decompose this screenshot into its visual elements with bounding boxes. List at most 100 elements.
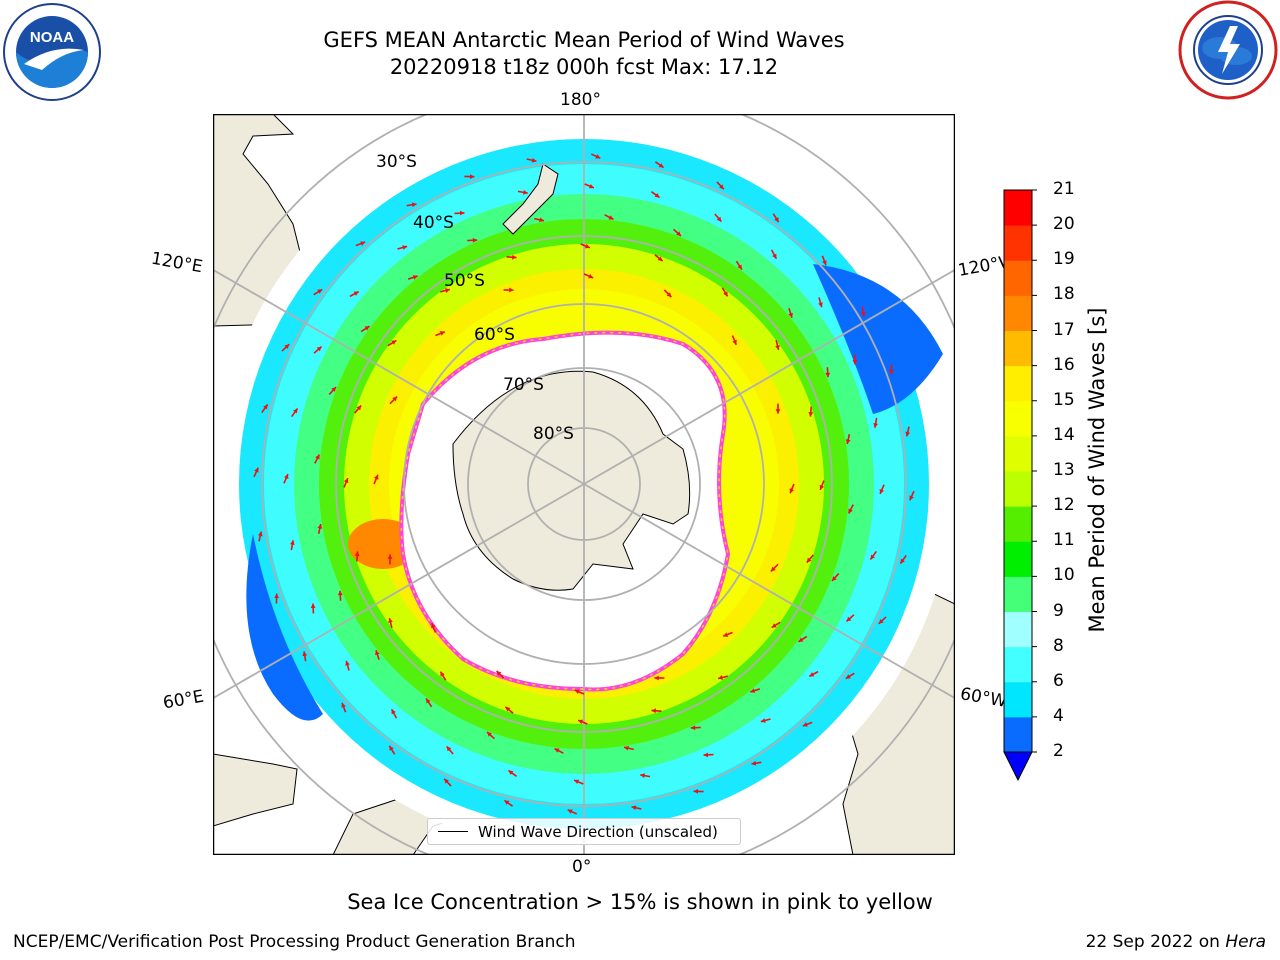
wave-direction-arrowhead: [444, 778, 449, 784]
legend-label: Wind Wave Direction (unscaled): [478, 823, 718, 841]
wave-direction-arrowhead: [658, 163, 664, 168]
footer-credit: NCEP/EMC/Verification Post Processing Pr…: [13, 932, 576, 952]
map-legend: Wind Wave Direction (unscaled): [427, 818, 741, 845]
wave-direction-arrowhead: [302, 651, 308, 657]
wave-direction-arrowhead: [723, 632, 729, 637]
wave-direction-arrowhead: [364, 326, 370, 331]
wave-direction-arrowhead: [508, 770, 514, 775]
colorbar-band: [1004, 330, 1032, 367]
colorbar-tick-label: 20: [1053, 214, 1075, 235]
colorbar-tick-label: 17: [1053, 319, 1075, 340]
wave-direction-arrowhead: [775, 345, 780, 350]
wave-direction-arrowhead: [657, 256, 663, 262]
wave-direction-arrowhead: [809, 672, 815, 677]
wave-direction-arrowhead: [789, 488, 795, 494]
wave-direction-arrowhead: [310, 603, 316, 609]
wave-direction-arrowhead: [666, 292, 672, 298]
wave-direction-arrowhead: [831, 576, 837, 581]
chart-title: GEFS MEAN Antarctic Mean Period of Wind …: [323, 28, 845, 52]
wind-wave-arrows: [253, 153, 915, 815]
wave-direction-arrowhead: [825, 372, 831, 378]
wave-direction-arrowhead: [392, 396, 398, 402]
wave-direction-arrowhead: [750, 688, 756, 693]
wave-direction-arrowhead: [284, 344, 290, 349]
wave-direction-arrowhead: [373, 474, 379, 480]
wave-direction-arrowhead: [345, 660, 350, 666]
colorbar-band: [1004, 506, 1032, 542]
wave-direction-arrowhead: [426, 698, 431, 704]
wave-direction-arrowhead: [774, 217, 779, 223]
wave-direction-arrowhead: [870, 554, 875, 560]
wave-direction-arrowhead: [578, 719, 584, 725]
colorbar-band: [1004, 471, 1032, 507]
wave-direction-arrowhead: [446, 746, 452, 752]
colorbar-band: [1004, 681, 1032, 718]
wave-direction-arrowhead: [624, 745, 629, 751]
colorbar-tick-label: 19: [1053, 249, 1075, 270]
lon-label-120e: 120°E: [149, 248, 205, 278]
colorbar: [1003, 189, 1037, 782]
wave-direction-arrowhead: [852, 359, 858, 365]
colorbar-label: Mean Period of Wind Waves [s]: [1085, 307, 1109, 633]
colorbar-band: [1004, 295, 1032, 331]
wave-direction-arrowhead: [411, 202, 417, 208]
wave-direction-arrowhead: [574, 689, 580, 695]
wave-direction-arrowhead: [354, 551, 360, 556]
graticule: [213, 114, 955, 855]
wave-direction-arrowhead: [504, 800, 510, 805]
wave-direction-arrowhead: [716, 216, 722, 222]
wave-direction-arrowhead: [360, 241, 366, 246]
wave-direction-arrowhead: [388, 618, 393, 623]
wave-direction-arrowhead: [732, 339, 737, 345]
legend-line-sample: [438, 831, 468, 832]
colorbar-band: [1004, 190, 1032, 226]
wave-direction-arrowhead: [845, 674, 851, 679]
colorbar-tick-label: 11: [1053, 530, 1075, 551]
colorbar-tick-label: 6: [1053, 670, 1064, 691]
wave-direction-arrowhead: [693, 789, 699, 794]
wave-direction-arrowhead: [391, 709, 396, 715]
lat-label-50s: 50°S: [444, 271, 485, 291]
wave-direction-arrowhead: [719, 184, 724, 190]
wave-direction-arrowhead: [631, 805, 637, 811]
wave-direction-arrowhead: [274, 593, 279, 599]
wave-direction-arrowhead: [356, 405, 362, 411]
wave-direction-arrowhead: [331, 387, 337, 392]
wave-direction-arrowhead: [523, 189, 528, 195]
wave-direction-arrowhead: [909, 495, 914, 501]
colorbar-band: [1004, 225, 1032, 261]
wave-direction-arrowhead: [316, 346, 322, 352]
wave-direction-arrowhead: [531, 157, 537, 163]
new-zealand: [502, 163, 559, 235]
wave-direction-arrowhead: [905, 431, 911, 437]
wave-direction-arrowhead: [676, 231, 681, 237]
sea-ice-note: Sea Ice Concentration > 15% is shown in …: [347, 890, 933, 914]
wave-direction-arrowhead: [860, 311, 866, 317]
wave-direction-arrowhead: [798, 637, 804, 642]
colorbar-extend-triangle: [1003, 751, 1033, 782]
colorbar-tick-label: 2: [1053, 741, 1064, 761]
wave-direction-arrowhead: [690, 725, 696, 731]
wave-direction-arrowhead: [822, 260, 827, 266]
wave-direction-arrowhead: [402, 245, 408, 250]
wave-direction-arrowhead: [845, 439, 851, 444]
wave-direction-arrowhead: [353, 291, 359, 296]
wave-direction-arrowhead: [567, 809, 573, 814]
wave-direction-arrowhead: [846, 616, 852, 622]
wave-direction-arrowhead: [819, 484, 825, 490]
wave-direction-arrowhead: [317, 289, 323, 294]
colorbar-band: [1004, 400, 1032, 437]
nws-logo: [1178, 0, 1278, 100]
wave-direction-arrowhead: [775, 409, 781, 414]
colorbar-tick-label: 4: [1053, 705, 1064, 726]
wave-direction-arrowhead: [772, 253, 777, 259]
colorbar-band: [1004, 435, 1032, 472]
wave-direction-arrowhead: [387, 554, 393, 559]
wave-direction-arrowhead: [651, 708, 656, 714]
wave-direction-arrowhead: [806, 557, 812, 563]
colorbar-tick-label: 21: [1053, 179, 1075, 199]
footer-date: 22 Sep 2022 on Hera: [1086, 932, 1266, 952]
lat-label-40s: 40°S: [413, 213, 454, 233]
colorbar-tick-label: 14: [1053, 424, 1075, 445]
colorbar-tick-label: 12: [1053, 495, 1075, 516]
